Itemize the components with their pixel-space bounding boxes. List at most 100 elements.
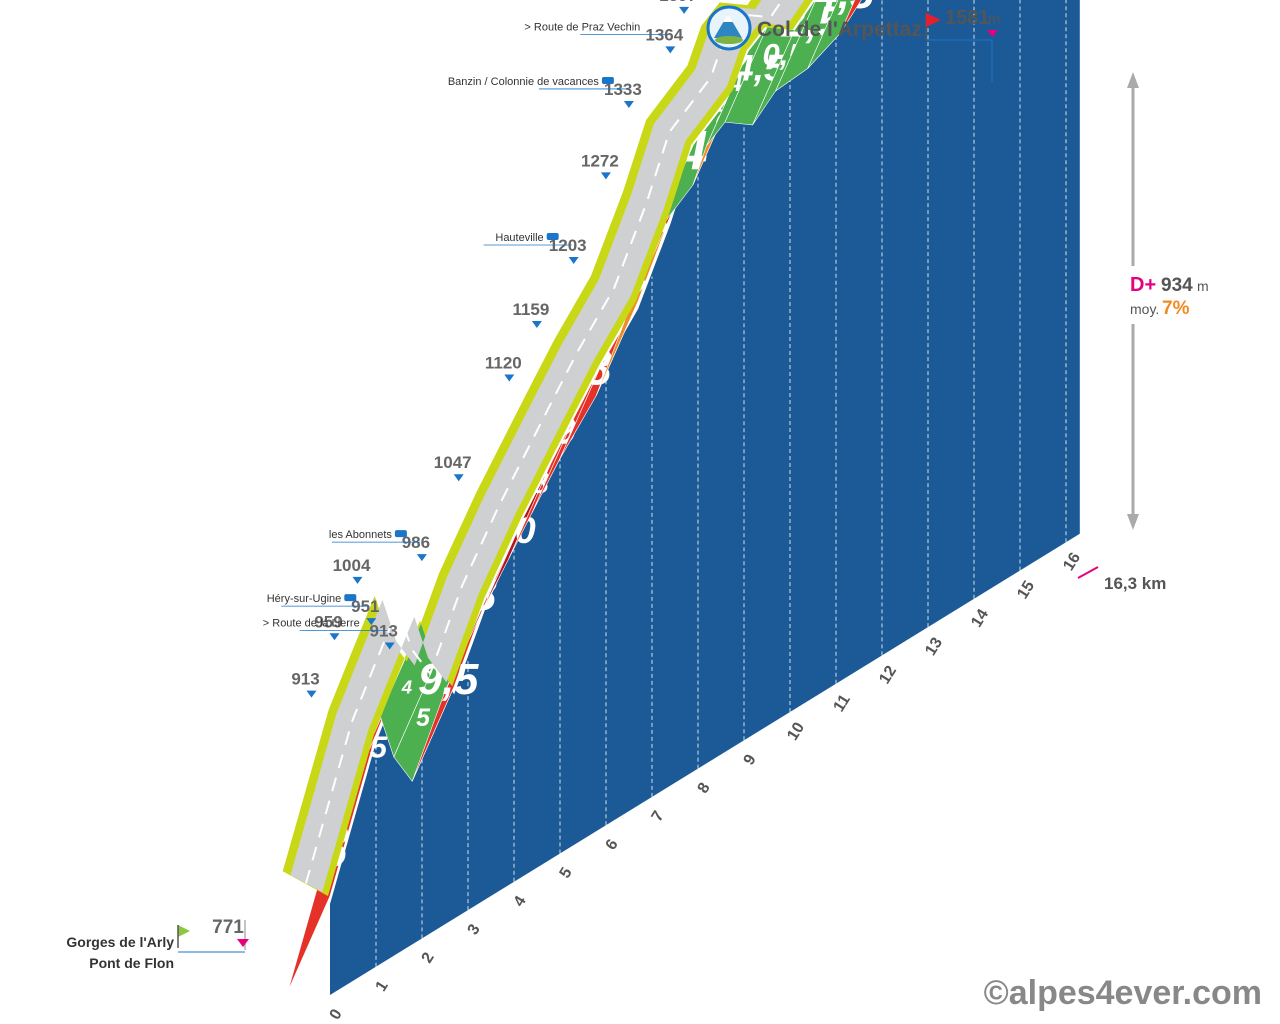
wall-face bbox=[330, 0, 1080, 995]
place-name: Banzin / Colonnie de vacances bbox=[448, 76, 600, 88]
marker-triangle-icon bbox=[416, 554, 427, 562]
start-flag-icon bbox=[178, 925, 190, 937]
altitude-label: 1159 bbox=[512, 300, 549, 319]
altitude-marker: 1203 bbox=[549, 236, 587, 264]
road-surface bbox=[282, 0, 813, 896]
km-tick-label: 14 bbox=[968, 606, 992, 630]
km-tick-label: 6 bbox=[603, 836, 622, 853]
altitude-marker: 913 bbox=[370, 622, 398, 650]
altitude-marker: 959 bbox=[314, 612, 343, 641]
marker-triangle-icon bbox=[665, 46, 676, 54]
altitude-marker: 1047 bbox=[434, 453, 472, 482]
church-icon bbox=[344, 594, 357, 602]
altitude-marker: 1272 bbox=[581, 151, 619, 180]
place-name: Héry-sur-Ugine bbox=[267, 593, 342, 605]
start-name-line1: Gorges de l'Arly bbox=[66, 934, 174, 950]
altitude-marker: 1364 bbox=[645, 25, 684, 54]
altitude-label: 959 bbox=[314, 612, 342, 631]
elevation-gain-block: D+ 934 m moy. 7% bbox=[1112, 72, 1222, 530]
average-value: 7% bbox=[1162, 298, 1190, 319]
altitude-label: 1120 bbox=[485, 354, 522, 373]
place-label: Hauteville bbox=[483, 232, 572, 246]
average-label: moy. bbox=[1130, 301, 1159, 317]
marker-triangle-icon bbox=[600, 172, 611, 180]
marker-triangle-icon bbox=[623, 100, 634, 108]
total-distance-block: 16,3 km bbox=[1077, 566, 1166, 593]
segment-gradient-label: 5 bbox=[416, 705, 431, 732]
marker-triangle-icon bbox=[504, 374, 515, 382]
segment-band bbox=[839, 0, 862, 34]
altitude-marker: 1120 bbox=[485, 354, 522, 382]
gain-label: D+ bbox=[1130, 274, 1156, 296]
summit-header: Col de l'Arpettaz 1581 m bbox=[706, 5, 1001, 82]
road-tarmac bbox=[290, 0, 805, 892]
summit-flag-icon bbox=[926, 13, 941, 27]
altitude-marker: 986 bbox=[402, 533, 430, 562]
altitude-marker: 951 bbox=[351, 597, 379, 626]
arrow-down-icon bbox=[1127, 514, 1139, 530]
km-tick-label: 12 bbox=[876, 663, 900, 687]
marker-triangle-icon bbox=[352, 576, 363, 584]
altitude-label: 1004 bbox=[333, 556, 371, 575]
altitude-label: 913 bbox=[291, 670, 319, 689]
place-label: > Route de la Lierre bbox=[263, 618, 388, 631]
altitude-label: 1397 bbox=[659, 0, 697, 5]
altitude-label: 1333 bbox=[604, 80, 642, 99]
altitude-markers: 913 959 1004 951 913 986 1047 1120 1159 1203 1272 1… bbox=[291, 0, 697, 698]
km-tick-label: 16 bbox=[1060, 550, 1084, 574]
altitude-marker: 1333 bbox=[604, 80, 642, 108]
start-marker: 771 Gorges de l'Arly Pont de Flon bbox=[66, 917, 249, 971]
gradient-segment: 8 bbox=[839, 0, 862, 34]
gain-value: 934 bbox=[1161, 275, 1193, 296]
start-triangle-icon bbox=[237, 939, 249, 947]
marker-triangle-icon bbox=[453, 474, 464, 482]
altitude-label: 986 bbox=[402, 533, 430, 552]
marker-triangle-icon bbox=[306, 690, 317, 698]
place-label: Héry-sur-Ugine bbox=[267, 593, 370, 607]
km-tick-label: 8 bbox=[695, 780, 714, 797]
gain-unit: m bbox=[1197, 278, 1209, 294]
total-distance: 16,3 km bbox=[1104, 574, 1166, 593]
marker-triangle-icon bbox=[329, 633, 340, 641]
place-name: Hauteville bbox=[495, 232, 543, 244]
arrow-up-icon bbox=[1127, 72, 1139, 88]
altitude-marker: 913 bbox=[291, 670, 320, 698]
altitude-label: 1272 bbox=[581, 151, 619, 170]
altitude-label: 1047 bbox=[434, 453, 472, 472]
km-tick-label: 10 bbox=[784, 719, 808, 743]
km-tick-label: 7 bbox=[649, 808, 668, 825]
summit-triangle-icon bbox=[987, 30, 998, 37]
km-tick-label: 9 bbox=[741, 752, 760, 769]
altitude-label: 1203 bbox=[549, 236, 587, 255]
marker-triangle-icon bbox=[384, 642, 395, 650]
start-altitude: 771 bbox=[212, 917, 244, 938]
km-tick-label: 3 bbox=[465, 921, 484, 938]
place-name: > Route de la Lierre bbox=[263, 618, 360, 630]
watermark: ©alpes4ever.com bbox=[984, 974, 1262, 1012]
altitude-marker: 1397 bbox=[659, 0, 697, 14]
altitude-label: 913 bbox=[370, 622, 398, 641]
summit-unit: m bbox=[988, 11, 1001, 28]
place-label: > Route de Praz Vechin bbox=[524, 21, 669, 35]
altitude-label: 951 bbox=[351, 597, 379, 616]
km-tick-label: 2 bbox=[419, 950, 438, 967]
place-name: > Route de Praz Vechin bbox=[524, 21, 640, 33]
place-name: les Abonnets bbox=[329, 529, 392, 541]
marker-triangle-icon bbox=[568, 256, 579, 264]
altitude-marker: 1159 bbox=[512, 300, 549, 328]
houses-icon bbox=[394, 530, 407, 538]
km-tick-label: 15 bbox=[1014, 578, 1038, 602]
km-tick-label: 4 bbox=[511, 893, 530, 910]
summit-altitude: 1581 bbox=[945, 7, 990, 29]
houses-icon bbox=[546, 232, 559, 240]
segment-gradient-label: 4,5 bbox=[813, 0, 875, 18]
km-tick-label: 11 bbox=[830, 692, 853, 715]
houses-icon bbox=[601, 76, 614, 84]
summit-title: Col de l'Arpettaz bbox=[757, 18, 922, 41]
km-tick-label: 13 bbox=[922, 635, 946, 659]
place-label: les Abonnets bbox=[329, 529, 420, 543]
place-labels: Héry-sur-Ugine > Route de la Lierre les Ab… bbox=[263, 21, 669, 631]
start-name-line2: Pont de Flon bbox=[89, 955, 174, 971]
